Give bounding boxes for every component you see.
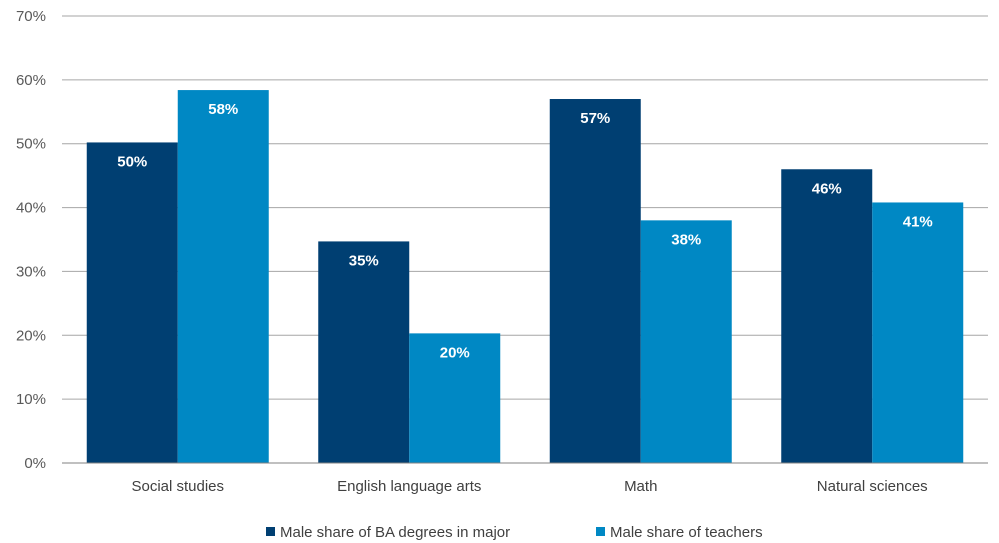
y-tick-label: 50% — [16, 136, 46, 153]
data-labels: 50% 58% 35% 20% 57% 38% 46% 41% — [117, 101, 933, 361]
y-tick-label: 40% — [16, 200, 46, 217]
data-label: 50% — [117, 153, 147, 170]
data-label: 58% — [208, 101, 238, 118]
y-tick-label: 0% — [24, 455, 46, 472]
bar — [781, 169, 873, 463]
x-category-label: Math — [624, 478, 657, 495]
y-tick-label: 30% — [16, 263, 46, 280]
y-tick-label: 60% — [16, 72, 46, 89]
legend-swatch — [266, 527, 275, 536]
x-category-label: Social studies — [131, 478, 224, 495]
bar — [86, 142, 178, 464]
x-category-label: English language arts — [337, 478, 481, 495]
data-label: 41% — [903, 213, 933, 230]
legend: Male share of BA degrees in major Male sh… — [266, 524, 763, 541]
legend-label: Male share of BA degrees in major — [280, 524, 510, 541]
y-axis-ticks: 0% 10% 20% 30% 40% 50% 60% 70% — [16, 8, 46, 472]
legend-swatch — [596, 527, 605, 536]
y-tick-label: 20% — [16, 327, 46, 344]
bar — [872, 202, 964, 463]
bar — [409, 333, 501, 463]
bars — [62, 90, 988, 464]
legend-label: Male share of teachers — [610, 524, 763, 541]
data-label: 35% — [349, 252, 379, 269]
x-axis-categories: Social studies English language arts Math N… — [131, 478, 927, 495]
y-tick-label: 70% — [16, 8, 46, 25]
data-label: 38% — [671, 231, 701, 248]
bar — [318, 241, 410, 463]
data-label: 46% — [812, 180, 842, 197]
bar — [549, 99, 641, 463]
data-label: 57% — [580, 110, 610, 127]
bar — [640, 220, 732, 463]
y-tick-label: 10% — [16, 391, 46, 408]
data-label: 20% — [440, 344, 470, 361]
bar — [177, 90, 269, 464]
x-category-label: Natural sciences — [817, 478, 928, 495]
